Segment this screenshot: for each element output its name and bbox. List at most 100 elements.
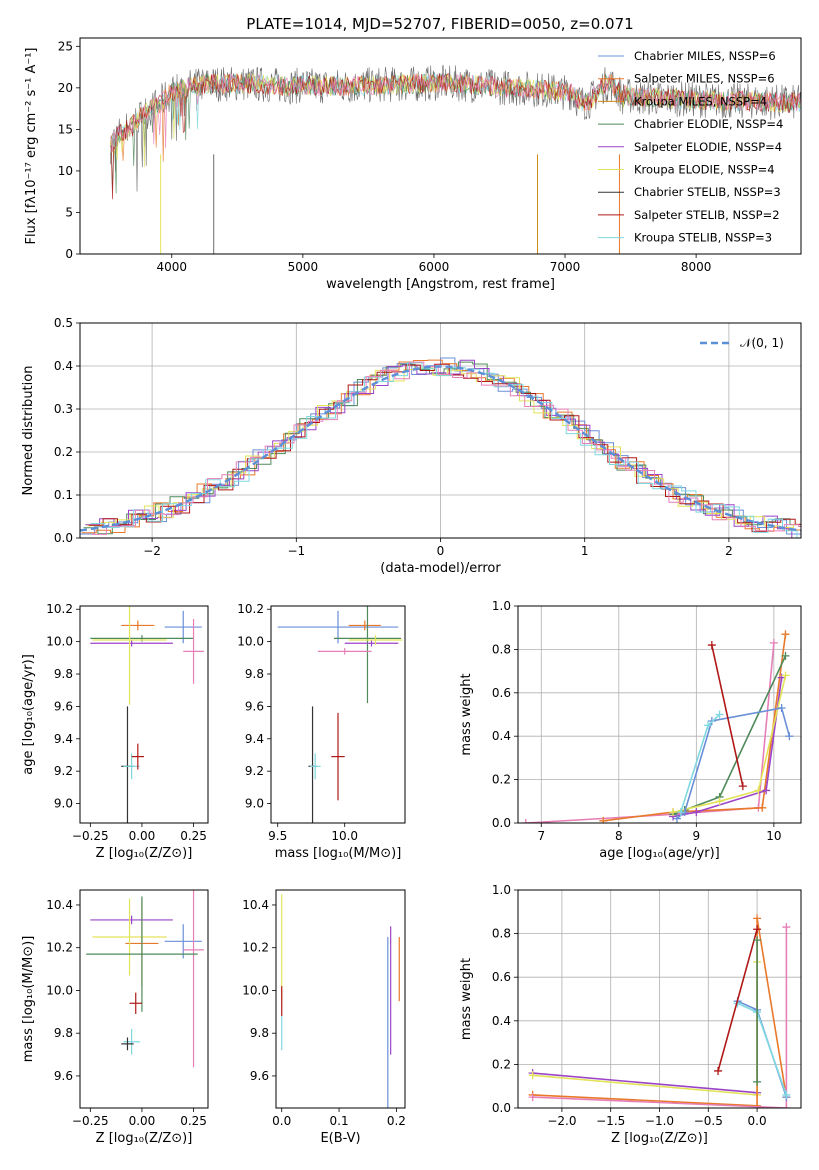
legend-label: Kroupa ELODIE, NSSP=4 <box>634 163 775 177</box>
mass-weight-vs-age-marker <box>672 814 681 823</box>
mass-weight-vs-age-marker <box>781 630 790 639</box>
spectrum-plot-area <box>109 64 801 254</box>
axes-frame <box>270 605 406 824</box>
age-vs-mass-ytick-label: 10.0 <box>237 635 264 649</box>
mass-weight-vs-age-marker <box>715 797 724 806</box>
mass-weight-vs-z-xtick-label: −2.0 <box>547 1114 576 1128</box>
mass-weight-vs-age-marker <box>669 808 678 817</box>
figure-title: PLATE=1014, MJD=52707, FIBERID=0050, z=0… <box>246 15 633 33</box>
spectrum-xtick-label: 5000 <box>288 260 319 274</box>
age-vs-z-xtick-label: 0.25 <box>180 829 207 843</box>
spectrum-legend: Chabrier MILES, NSSP=6 Salpeter MILES, NS… <box>598 49 783 245</box>
residual-histogram-ytick-label: 0.5 <box>54 316 73 330</box>
mass-weight-vs-z-series-line <box>532 961 758 1096</box>
mass-weight-vs-age-marker <box>762 786 771 795</box>
spectrum-ytick-label: 25 <box>58 39 73 53</box>
mass-vs-z-ytick-label: 10.0 <box>46 983 73 997</box>
histogram-step <box>85 359 801 538</box>
age-vs-mass-point <box>344 640 399 647</box>
mass-vs-z-xtick-label: 0.25 <box>180 1114 207 1128</box>
mass-vs-z-ytick-label: 10.4 <box>46 898 73 912</box>
age-vs-mass-point <box>333 606 401 704</box>
residual-histogram-plot-area <box>80 323 801 538</box>
mass-vs-z-ytick-label: 10.2 <box>46 941 73 955</box>
mass-weight-vs-z-xtick-label: −0.5 <box>694 1114 723 1128</box>
spectrum-ylabel: Flux [fλ10⁻¹⁷ erg cm⁻² s⁻¹ A⁻¹] <box>24 48 39 245</box>
mass-weight-vs-age-marker <box>769 638 778 647</box>
mass-weight-vs-age-series-line <box>525 642 775 823</box>
age-vs-z-ylabel: age [log₁₀(age/yr)] <box>21 654 36 775</box>
mass-vs-z-ytick-label: 9.8 <box>54 1026 73 1040</box>
residual-histogram-ytick-label: 0.1 <box>54 488 73 502</box>
spectrum-xtick-label: 4000 <box>156 260 187 274</box>
spectrum-xtick-label: 7000 <box>550 260 581 274</box>
age-vs-mass-point <box>309 753 321 780</box>
mass-weight-vs-age-marker <box>781 671 790 680</box>
mass-weight-vs-z-marker <box>753 925 762 934</box>
age-vs-z-point <box>90 640 173 647</box>
histogram-step <box>80 357 801 535</box>
mass-weight-vs-age-marker <box>703 721 712 730</box>
legend-label: Chabrier ELODIE, NSSP=4 <box>634 117 783 131</box>
age-vs-mass-plot-area <box>277 606 403 823</box>
axes-frame <box>79 322 802 539</box>
age-vs-z-ytick-label: 10.0 <box>46 635 73 649</box>
mass-weight-vs-z-xtick-label: −1.0 <box>645 1114 674 1128</box>
spectrum-ytick-label: 15 <box>58 122 73 136</box>
mass-vs-ebv-xtick-label: 0.2 <box>387 1114 406 1128</box>
mass-weight-vs-z-marker <box>753 914 762 923</box>
legend-label: Salpeter ELODIE, NSSP=4 <box>634 140 782 154</box>
mass-weight-vs-z-marker <box>753 936 762 945</box>
mass-weight-vs-age-series-line <box>680 713 721 813</box>
residual-histogram-ytick-label: 0.4 <box>54 359 73 373</box>
mass-weight-vs-z-ytick-label: 0.8 <box>492 927 511 941</box>
residual-histogram-ytick-label: 0.3 <box>54 402 73 416</box>
spectrum-ytick-label: 0 <box>65 247 73 261</box>
mass-weight-vs-age-series-line <box>711 644 744 787</box>
mass-weight-vs-age-xtick-label: 7 <box>537 829 545 843</box>
mass-weight-vs-age-ytick-label: 0.2 <box>492 773 511 787</box>
residual-histogram-panel: −2 −1 0 1 2 0.0 0.1 0.2 0.3 0.4 0.5 (data-model)/er… <box>21 316 802 576</box>
age-vs-z-point <box>92 606 167 705</box>
mass-vs-ebv-panel: 0.0 0.1 0.2 9.6 9.8 10.0 10.2 10.4 E(B-V) <box>242 889 406 1146</box>
mass-weight-vs-z-marker <box>528 1071 537 1080</box>
spectrum-ytick-label: 10 <box>58 164 73 178</box>
age-vs-z-ytick-label: 9.0 <box>54 797 73 811</box>
mass-weight-vs-z-series-line <box>717 928 758 1072</box>
age-vs-mass-point <box>348 635 403 645</box>
mass-weight-vs-z-marker <box>782 1104 791 1108</box>
mass-weight-vs-z-panel: −2.0 −1.5 −1.0 −0.5 0.0 0.0 0.2 0.4 0.6 0.8 1.0 Z [… <box>459 883 802 1146</box>
mass-vs-z-ytick-label: 9.6 <box>54 1069 73 1083</box>
mass-vs-z-plot-area <box>86 890 204 1068</box>
residual-histogram-xlabel: (data-model)/error <box>380 561 501 576</box>
age-vs-mass-point <box>317 648 372 655</box>
mass-vs-z-xtick-label: 0.00 <box>129 1114 156 1128</box>
mass-weight-vs-z-ytick-label: 0.2 <box>492 1057 511 1071</box>
age-vs-mass-ytick-label: 9.2 <box>245 764 264 778</box>
mass-weight-vs-age-marker <box>754 786 763 795</box>
age-vs-mass-xtick-label: 10.0 <box>331 829 358 843</box>
age-vs-mass-ytick-label: 10.2 <box>237 602 264 616</box>
mass-vs-z-point <box>86 896 198 1012</box>
mass-weight-vs-age-marker <box>781 651 790 660</box>
mass-weight-vs-age-marker <box>758 803 767 812</box>
mass-weight-vs-age-marker <box>785 732 794 741</box>
residual-histogram-ylabel: Normed distribution <box>21 366 36 496</box>
mass-vs-ebv-xlabel: E(B-V) <box>320 1131 360 1146</box>
residual-histogram-xtick-label: 0 <box>437 544 445 558</box>
legend-label: Salpeter STELIB, NSSP=2 <box>634 208 780 222</box>
normal-curve <box>80 365 801 532</box>
mass-weight-vs-age-xlabel: age [log₁₀(age/yr)] <box>599 846 720 861</box>
legend-label: Kroupa STELIB, NSSP=3 <box>634 231 772 245</box>
mass-vs-z-point <box>92 898 167 976</box>
histogram-step <box>92 361 801 535</box>
mass-vs-ebv-xtick-label: 0.1 <box>330 1114 349 1128</box>
age-vs-mass-ytick-label: 9.0 <box>245 797 264 811</box>
mass-weight-vs-age-marker <box>599 816 608 823</box>
mass-weight-vs-z-marker <box>753 1101 762 1108</box>
mass-weight-vs-age-series-line <box>603 634 787 822</box>
mass-weight-vs-z-marker <box>528 1093 537 1102</box>
spectrum-ytick-label: 20 <box>58 81 73 95</box>
mass-weight-vs-age-xtick-label: 9 <box>693 829 701 843</box>
